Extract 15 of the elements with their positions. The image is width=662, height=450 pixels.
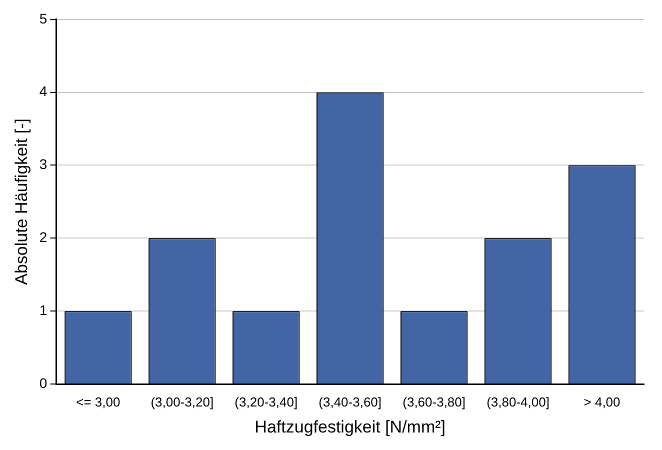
- x-tick-label: (3,60-3,80]: [402, 394, 466, 410]
- y-tick-label: 4: [39, 83, 48, 100]
- y-tick-label: 1: [39, 302, 48, 318]
- y-tick-label: 2: [39, 229, 48, 246]
- x-tick-label: (3,00-3,20]: [150, 394, 214, 410]
- x-axis-title: Haftzugfestigkeit [N/mm²]: [254, 417, 446, 436]
- x-tick-label: (3,80-4,00]: [486, 394, 550, 410]
- x-tick-label: <= 3,00: [76, 394, 120, 410]
- x-tick-label: (3,20-3,40]: [234, 394, 298, 410]
- y-tick-label: 5: [39, 10, 48, 26]
- y-tick-label: 3: [39, 156, 48, 172]
- y-axis-title: Absolute Häufigkeit [-]: [12, 118, 31, 285]
- x-tick-label: > 4,00: [584, 394, 620, 410]
- y-tick-label: 0: [39, 374, 48, 391]
- x-tick-label: (3,40-3,60]: [318, 394, 382, 410]
